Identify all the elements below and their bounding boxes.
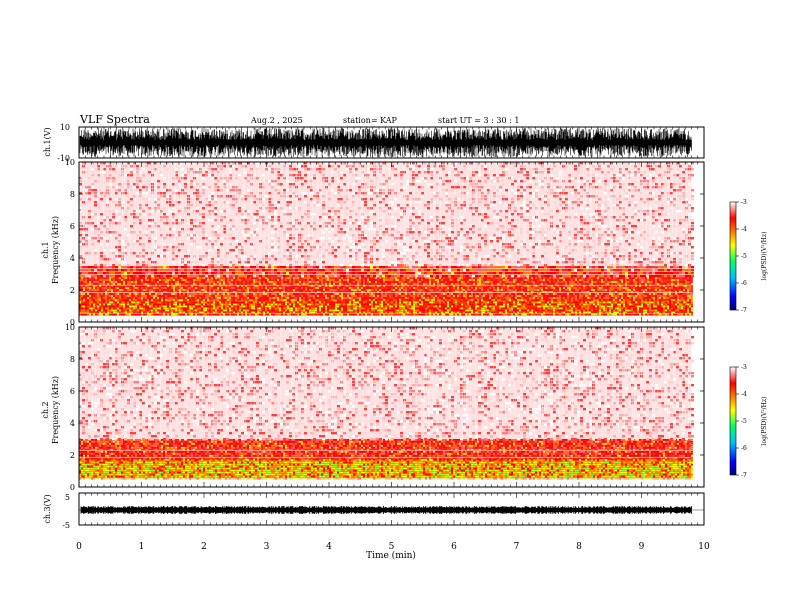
ch1-spectrogram-band-1-texture [79, 277, 693, 301]
time-tick-label: 3 [264, 542, 270, 552]
ch1-colorbar-gradient [729, 201, 737, 311]
time-tick-label: 4 [326, 542, 332, 552]
time-tick-label: 7 [514, 542, 520, 552]
ch2-spectrogram-ytick-label: 8 [70, 355, 75, 364]
time-tick-label: 9 [639, 542, 645, 552]
ch2-spectrogram-band-2-texture [79, 327, 694, 441]
ch2-frequency-label: Frequency (kHz) [51, 376, 60, 444]
ch2-spectrogram-ytick-label: 0 [70, 483, 75, 492]
time-tick-label: 1 [139, 542, 145, 552]
ch2-spectrogram-band-1-texture [79, 439, 693, 461]
ch1-spectrogram-band-1-texture [79, 277, 693, 301]
ch2-spectrogram-band-0-texture [79, 459, 693, 480]
station-label: station= KAP [343, 116, 397, 125]
time-tick-label: 2 [201, 542, 207, 552]
ch1-colorbar-ticks: -3 -4 -5 -6 -7 [736, 199, 747, 314]
ch1-spectrogram [78, 162, 694, 322]
ch2-colorbar-label: log(PSD)(V²/Hz) [761, 397, 768, 446]
ch2-spectrogram-band-1-texture [79, 439, 693, 461]
ch1-colorbar-tick-label: -6 [741, 280, 747, 287]
ch2-spectrogram-panel: 0 2 4 6 8 10 ch.2 Frequency (kHz) [41, 323, 705, 492]
ch1-spectrogram-ytick-label: 8 [70, 190, 75, 199]
ch2-spectrogram-band-1-texture [79, 439, 693, 461]
ch3-waveform-panel: 5 -5 ch.3(V) [43, 492, 705, 530]
ch2-colorbar-tick-label: -7 [741, 472, 747, 479]
ch1-spectrogram-band-1-texture [79, 277, 693, 301]
ch1-spectrogram-band-1-texture [79, 277, 691, 301]
ch2-colorbar-tick-label: -3 [741, 364, 747, 371]
ch2-spectrogram-yticks: 0 2 4 6 8 10 [65, 323, 704, 492]
start-time-label: start UT = 3 : 30 : 1 [438, 116, 520, 125]
chart-title: VLF Spectra [80, 113, 150, 126]
time-axis-label: Time (min) [366, 550, 416, 561]
ch2-colorbar-tick-label: -4 [741, 391, 747, 398]
ch1-spectrogram-ytick-label: 4 [70, 254, 75, 263]
time-tick-label: 10 [698, 542, 710, 552]
ch1-spectrogram-band-2-texture [100, 266, 694, 278]
ch1-colorbar-tick-label: -7 [741, 307, 747, 314]
ch1-spectrogram-ytick-label: 0 [70, 318, 75, 327]
ch1-waveform-ylabel: ch.1(V) [43, 127, 52, 156]
ch1-spectrogram-band-0-texture [79, 299, 693, 316]
ch1-spectrogram-ytick-label: 10 [65, 158, 75, 167]
ch1-spectrogram-yticks: 0 2 4 6 8 10 [65, 158, 704, 327]
ch3-waveform-ylabel: ch.3(V) [43, 494, 52, 523]
ch2-colorbar: -3 -4 -5 -6 -7 log(PSD)(V²/Hz) [729, 364, 768, 479]
ch1-spectrogram-band-3-texture [79, 162, 694, 267]
ch1-spectrogram-band-2-texture [79, 266, 694, 278]
ch1-channel-label: ch.1 [41, 241, 50, 258]
ch1-waveform-trace [79, 128, 692, 157]
time-tick-label: 5 [389, 542, 395, 552]
ch2-spectrogram-band-0-texture [79, 459, 691, 480]
ch3-waveform-trace [79, 506, 704, 514]
time-tick-label: 6 [451, 542, 457, 552]
ch1-spectrogram-band-0-texture [79, 299, 693, 316]
ch1-frequency-label: Frequency (kHz) [51, 216, 60, 284]
ch2-colorbar-gradient [729, 366, 737, 476]
ch2-colorbar-ticks: -3 -4 -5 -6 -7 [736, 364, 747, 479]
time-tick-label: 8 [576, 542, 582, 552]
ch2-colorbar-tick-label: -5 [741, 418, 747, 425]
ch1-spectrogram-band-1-texture [81, 277, 693, 301]
ch2-spectrogram-ytick-label: 10 [65, 323, 75, 332]
ch1-ytick-bottom: -10 [57, 154, 70, 163]
ch1-colorbar: -3 -4 -5 -6 -7 log(PSD)(V²/Hz) [729, 199, 768, 314]
ch1-spectrogram-band-3-texture [79, 162, 694, 267]
ch2-spectrogram-ytick-label: 2 [70, 451, 75, 460]
ch1-colorbar-tick-label: -3 [741, 199, 747, 206]
ch2-spectrogram-band-1-texture [81, 439, 693, 461]
ch1-waveform-panel: 10 -10 ch.1(V) [43, 123, 705, 163]
ch2-spectrogram-ytick-label: 6 [70, 387, 75, 396]
ch3-ytick-bottom: -5 [62, 521, 70, 530]
ch1-ytick-top: 10 [60, 123, 70, 132]
date-label: Aug.2 , 2025 [251, 116, 303, 125]
ch2-spectrogram [78, 327, 694, 487]
ch1-waveform-line [79, 128, 692, 157]
ch1-colorbar-label: log(PSD)(V²/Hz) [761, 232, 768, 281]
ch2-colorbar-tick-label: -6 [741, 445, 747, 452]
ch3-ytick-top: 5 [65, 493, 70, 502]
ch1-spectrogram-band-2 [79, 266, 692, 278]
ch2-spectrogram-ytick-label: 4 [70, 419, 75, 428]
ch1-spectrogram-band-2-texture [88, 266, 670, 278]
ch1-spectrogram-band-0-texture [79, 299, 693, 316]
ch2-spectrogram-band-1-texture [79, 439, 693, 461]
ch1-spectrogram-ytick-label: 2 [70, 286, 75, 295]
ch1-colorbar-tick-label: -4 [741, 226, 747, 233]
ch1-spectrogram-ytick-label: 6 [70, 222, 75, 231]
ch1-spectrogram-panel: 0 2 4 6 8 10 ch.1 Frequency (kHz) [41, 158, 705, 327]
time-tick-label: 0 [76, 542, 82, 552]
ch1-colorbar-tick-label: -5 [741, 253, 747, 260]
time-axis: 0 1 2 3 4 5 6 7 8 9 10 [76, 127, 710, 552]
ch2-channel-label: ch.2 [41, 401, 50, 418]
